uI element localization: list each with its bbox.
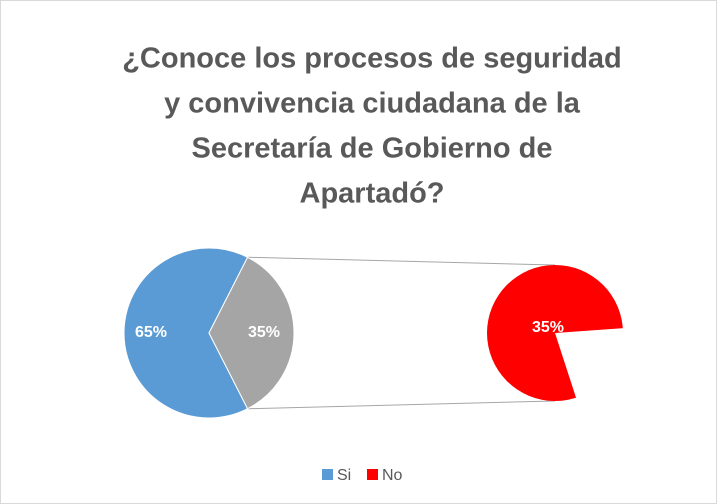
pie-slice — [123, 247, 249, 419]
legend-label: No — [382, 467, 403, 484]
data-label: 65% — [135, 324, 167, 341]
legend-swatch — [367, 469, 378, 480]
chart-title: ¿Conoce los procesos de seguridad — [122, 43, 622, 75]
chart-title: y convivencia ciudadana de la — [164, 88, 581, 120]
pie-gap — [555, 328, 624, 399]
connector — [247, 400, 556, 410]
legend-swatch — [322, 469, 333, 480]
data-label: 35% — [532, 319, 564, 336]
connector — [247, 256, 556, 266]
chart-title: Apartadó? — [300, 178, 445, 210]
pie-slice — [208, 256, 295, 410]
legend-label: Si — [337, 467, 351, 484]
data-label: 35% — [248, 324, 280, 341]
chart-title: Secretaría de Gobierno de — [191, 133, 552, 165]
